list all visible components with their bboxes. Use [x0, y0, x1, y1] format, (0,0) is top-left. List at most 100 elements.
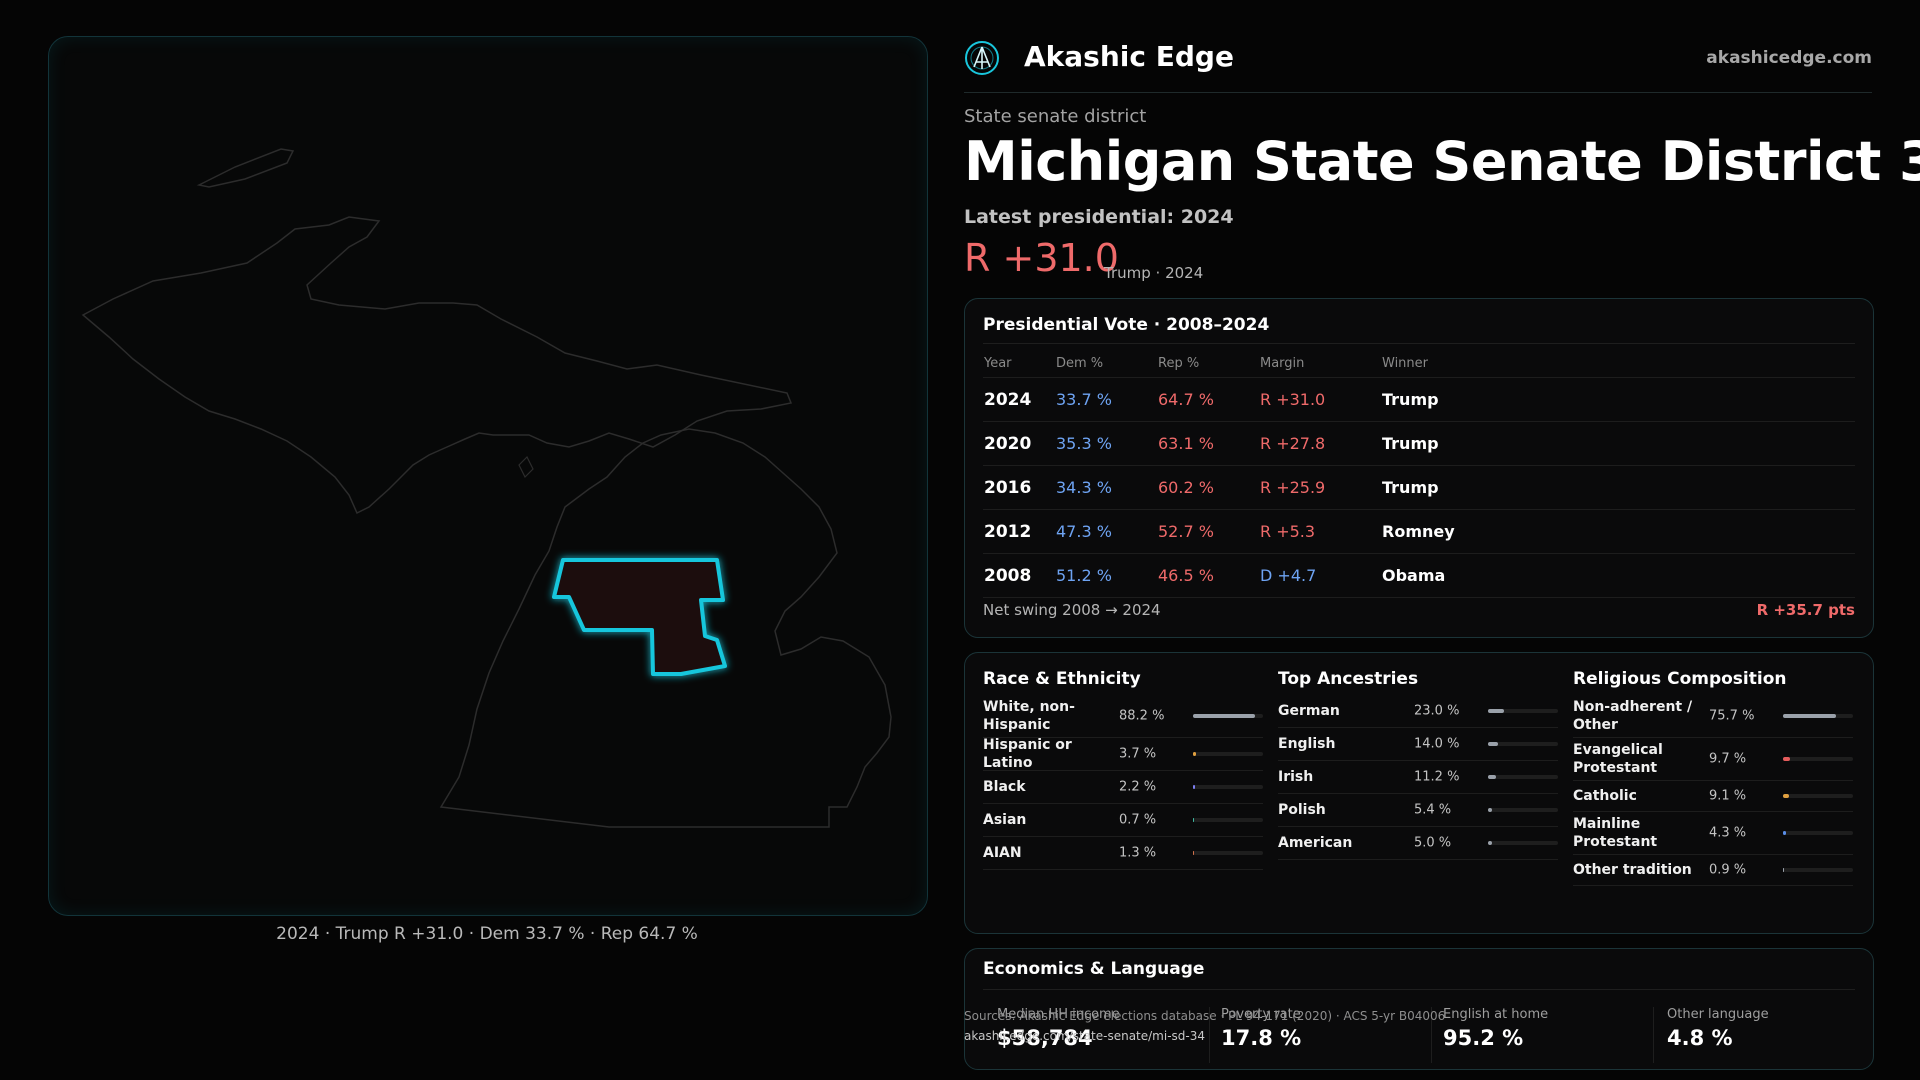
- demographics-card: Race & Ethnicity White, non-Hispanic 88.2…: [964, 652, 1874, 934]
- list-item: Evangelical Protestant 9.7 %: [1573, 738, 1853, 781]
- progress-fill: [1193, 752, 1196, 756]
- source-line: Sources: Akashic Edge elections database…: [964, 1009, 1446, 1023]
- winner-cell: Obama: [1381, 553, 1855, 598]
- rep-pct-cell: 63.1 %: [1157, 421, 1259, 466]
- progress-track: [1783, 757, 1853, 761]
- isle-royale-outline: [196, 148, 295, 188]
- district-34-highlight[interactable]: [552, 558, 727, 676]
- item-label: AIAN: [983, 845, 1022, 861]
- progress-fill: [1193, 714, 1255, 718]
- ancestries-section: Top Ancestries German 23.0 % English 14.0 %…: [1278, 669, 1558, 860]
- margin-cell: R +31.0: [1259, 377, 1381, 422]
- item-value: 14.0 %: [1414, 736, 1460, 752]
- item-value: 75.7 %: [1709, 708, 1755, 724]
- headline-margin-sub: Trump · 2024: [1104, 264, 1204, 282]
- brand-name[interactable]: Akashic Edge: [1024, 40, 1234, 73]
- margin-cell: R +25.9: [1259, 465, 1381, 510]
- list-item: Polish 5.4 %: [1278, 794, 1558, 827]
- stat-english-at-home: English at home 95.2 %: [1443, 1007, 1643, 1050]
- district-map[interactable]: [48, 36, 928, 916]
- lower-peninsula-outline: [439, 428, 892, 828]
- economics-card-title: Economics & Language: [983, 959, 1205, 979]
- progress-fill: [1783, 868, 1785, 872]
- stat-separator: [1653, 1007, 1654, 1063]
- net-swing-label: Net swing 2008 → 2024: [983, 601, 1161, 619]
- table-row: 2008 51.2 % 46.5 % D +4.7 Obama: [983, 553, 1855, 598]
- beaver-island-outline: [518, 455, 534, 479]
- progress-track: [1193, 714, 1263, 718]
- table-row: 2020 35.3 % 63.1 % R +27.8 Trump: [983, 421, 1855, 466]
- column-header-year: Year: [983, 349, 1055, 378]
- akashic-edge-logo-icon[interactable]: [964, 40, 1000, 76]
- race-section-title: Race & Ethnicity: [983, 669, 1141, 689]
- table-row: 2016 34.3 % 60.2 % R +25.9 Trump: [983, 465, 1855, 510]
- progress-track: [1488, 775, 1558, 779]
- rep-pct-cell: 60.2 %: [1157, 465, 1259, 510]
- item-label: English: [1278, 736, 1336, 752]
- margin-cell: R +5.3: [1259, 509, 1381, 554]
- item-label: Irish: [1278, 769, 1314, 785]
- progress-fill: [1193, 785, 1195, 789]
- site-domain-link[interactable]: akashicedge.com: [1706, 48, 1872, 68]
- progress-fill: [1488, 808, 1492, 812]
- item-value: 23.0 %: [1414, 703, 1460, 719]
- item-value: 11.2 %: [1414, 769, 1460, 785]
- upper-peninsula-outline: [81, 216, 793, 515]
- winner-cell: Romney: [1381, 509, 1855, 554]
- divider: [983, 343, 1855, 344]
- progress-track: [1193, 752, 1263, 756]
- progress-fill: [1193, 818, 1195, 822]
- progress-fill: [1488, 742, 1498, 746]
- progress-track: [1488, 808, 1558, 812]
- progress-track: [1488, 742, 1558, 746]
- column-header-dem: Dem %: [1055, 349, 1157, 378]
- dem-pct-cell: 51.2 %: [1055, 553, 1157, 598]
- item-value: 5.0 %: [1414, 835, 1452, 851]
- stat-separator: [1431, 1007, 1432, 1063]
- list-item: Black 2.2 %: [983, 771, 1263, 804]
- stat-label: Other language: [1667, 1007, 1769, 1022]
- divider: [983, 989, 1855, 990]
- headline-margin: R +31.0: [964, 236, 1119, 280]
- page-title: Michigan State Senate District 34: [964, 130, 1920, 193]
- item-value: 0.9 %: [1709, 862, 1747, 878]
- source-url-link[interactable]: akashicedge.com/state-senate/mi-sd-34: [964, 1029, 1205, 1043]
- stat-separator: [1209, 1007, 1210, 1063]
- religion-section: Religious Composition Non-adherent / Oth…: [1573, 669, 1853, 886]
- item-value: 9.7 %: [1709, 751, 1747, 767]
- site-header: Akashic Edge akashicedge.com: [964, 36, 1872, 93]
- year-cell: 2024: [983, 377, 1055, 422]
- column-header-winner: Winner: [1381, 349, 1855, 378]
- item-value: 5.4 %: [1414, 802, 1452, 818]
- list-item: Non-adherent / Other 75.7 %: [1573, 695, 1853, 738]
- item-label: White, non-Hispanic: [983, 699, 1075, 733]
- dem-pct-cell: 33.7 %: [1055, 377, 1157, 422]
- dem-pct-cell: 34.3 %: [1055, 465, 1157, 510]
- item-value: 4.3 %: [1709, 825, 1747, 841]
- progress-track: [1783, 714, 1853, 718]
- net-swing-value: R +35.7 pts: [1756, 601, 1855, 619]
- table-header-row: Year Dem % Rep % Margin Winner: [983, 349, 1855, 378]
- list-item: Hispanic or Latino 3.7 %: [983, 737, 1263, 771]
- item-label: American: [1278, 835, 1353, 851]
- dem-pct-cell: 47.3 %: [1055, 509, 1157, 554]
- progress-fill: [1193, 851, 1195, 855]
- stat-value: $58,784: [997, 1026, 1093, 1050]
- stat-value: 17.8 %: [1221, 1026, 1302, 1050]
- item-value: 2.2 %: [1119, 779, 1157, 795]
- source-footer: Sources: Akashic Edge elections database…: [964, 1006, 1445, 1046]
- stat-median-income: Median HH income $58,784: [997, 1007, 1197, 1050]
- item-label: German: [1278, 703, 1340, 719]
- list-item: English 14.0 %: [1278, 728, 1558, 761]
- rep-pct-cell: 46.5 %: [1157, 553, 1259, 598]
- item-label: Asian: [983, 812, 1027, 828]
- presidential-card-title: Presidential Vote · 2008–2024: [983, 315, 1270, 335]
- religion-list: Non-adherent / Other 75.7 % Evangelical Pr…: [1573, 695, 1853, 886]
- stat-poverty-rate: Poverty rate 17.8 %: [1221, 1007, 1421, 1050]
- item-label: Non-adherent / Other: [1573, 699, 1693, 733]
- stat-label: English at home: [1443, 1007, 1549, 1022]
- list-item: Asian 0.7 %: [983, 804, 1263, 837]
- stat-value: 4.8 %: [1667, 1026, 1733, 1050]
- margin-cell: D +4.7: [1259, 553, 1381, 598]
- item-label: Hispanic or Latino: [983, 737, 1072, 771]
